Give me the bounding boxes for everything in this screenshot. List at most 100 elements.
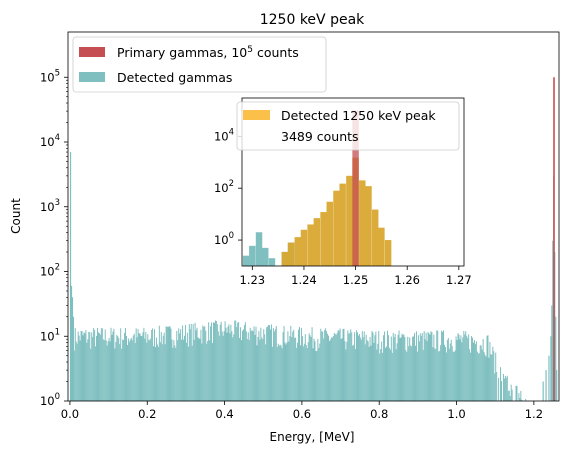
detected-gamma-bar <box>552 240 554 401</box>
detected-gamma-bar <box>223 331 225 401</box>
detected-gamma-bar <box>294 337 296 401</box>
detected-gamma-bar <box>138 333 140 401</box>
detected-gamma-bar <box>203 326 205 401</box>
detected-gamma-bar <box>473 340 475 401</box>
detected-gamma-bar <box>204 326 206 401</box>
detected-gamma-bar <box>471 336 473 401</box>
detected-gamma-bar <box>410 345 412 401</box>
detected-gamma-bar <box>381 341 383 401</box>
detected-gamma-bar <box>365 334 367 401</box>
inset-peak-bar <box>294 237 301 266</box>
detected-gamma-bar <box>422 349 424 401</box>
detected-gamma-bar <box>378 331 380 401</box>
detected-gamma-bar <box>161 344 163 401</box>
detected-gamma-bar <box>366 340 368 401</box>
x-tick-label: 0.6 <box>293 407 311 421</box>
detected-gamma-bar <box>480 345 482 401</box>
detected-gamma-bar <box>417 335 419 401</box>
detected-gamma-bar <box>507 390 509 401</box>
detected-gamma-bar <box>277 343 279 401</box>
detected-gamma-bar <box>494 373 496 401</box>
detected-gamma-bar <box>96 328 98 401</box>
detected-gamma-bar <box>505 377 507 401</box>
detected-gamma-bar <box>442 331 444 401</box>
detected-gamma-bar <box>206 343 208 401</box>
detected-gamma-bar <box>205 330 207 401</box>
detected-gamma-bar <box>234 320 236 401</box>
detected-gamma-bar <box>510 384 512 401</box>
inset-y-tick-label: 102 <box>214 179 234 195</box>
detected-gamma-bar <box>77 331 79 401</box>
detected-gamma-bar <box>75 341 77 401</box>
y-tick-label: 101 <box>40 327 60 343</box>
detected-gamma-bar <box>465 331 467 401</box>
detected-gamma-bar <box>324 330 326 401</box>
inset-peak-bar <box>333 190 340 266</box>
detected-gamma-bar <box>113 328 115 401</box>
detected-gamma-bar <box>271 346 273 401</box>
y-tick-label: 100 <box>40 392 60 408</box>
detected-gamma-bar <box>503 378 505 401</box>
detected-gamma-bar <box>310 337 312 401</box>
detected-gamma-bar <box>450 339 452 401</box>
detected-gamma-bar <box>243 325 245 401</box>
detected-gamma-bar <box>346 341 348 401</box>
detected-gamma-bar <box>186 332 188 401</box>
detected-gamma-bar <box>329 339 331 401</box>
detected-gamma-bar <box>429 334 431 401</box>
detected-gamma-bar <box>487 335 489 401</box>
detected-gamma-bar <box>268 324 270 401</box>
detected-gamma-bar <box>166 326 168 401</box>
detected-gamma-bar <box>308 333 310 401</box>
x-axis-label: Energy, [MeV] <box>270 430 355 444</box>
detected-gamma-bar <box>327 335 329 401</box>
x-tick-label: 0.4 <box>215 407 233 421</box>
detected-gamma-bar <box>345 349 347 401</box>
detected-gamma-bar <box>387 335 389 401</box>
detected-gamma-bar <box>112 331 114 401</box>
detected-gamma-bar <box>431 332 433 401</box>
detected-gamma-bar <box>441 330 443 401</box>
detected-gamma-bar <box>500 367 502 401</box>
detected-gamma-bar <box>81 331 83 401</box>
detected-gamma-bar <box>427 331 429 401</box>
detected-gamma-bar <box>319 343 321 401</box>
detected-gamma-bar <box>121 348 123 401</box>
detected-gamma-bar <box>354 332 356 401</box>
detected-gamma-bar <box>454 350 456 401</box>
detected-gamma-bar <box>157 346 159 401</box>
main-legend: Primary gammas, 105 counts Detected gamm… <box>72 36 327 93</box>
detected-gamma-bar <box>228 324 230 401</box>
detected-gamma-bar <box>518 393 520 401</box>
detected-gamma-bar <box>395 349 397 401</box>
detected-gamma-bar <box>392 332 394 401</box>
inset-detected-bar <box>249 245 256 266</box>
detected-gamma-bar <box>490 354 492 401</box>
detected-gamma-bar <box>221 331 223 401</box>
detected-gamma-bar <box>198 338 200 401</box>
detected-gamma-bar <box>492 346 494 401</box>
detected-gamma-bar <box>172 347 174 401</box>
detected-gamma-bar <box>126 345 128 401</box>
detected-gamma-bar <box>445 352 447 401</box>
detected-gamma-bar <box>511 389 513 401</box>
detected-gamma-bar <box>446 339 448 401</box>
detected-gamma-bar <box>336 332 338 401</box>
detected-gamma-bar <box>483 352 485 401</box>
detected-gamma-bar <box>468 334 470 401</box>
detected-gamma-bar <box>280 345 282 401</box>
detected-gamma-bar <box>556 370 558 401</box>
detected-gamma-bar <box>225 327 227 401</box>
detected-gamma-bar <box>84 333 86 401</box>
detected-gamma-bar <box>242 329 244 401</box>
detected-gamma-bar <box>185 342 187 401</box>
detected-gamma-bar <box>237 322 239 401</box>
detected-gamma-bar <box>137 329 139 401</box>
inset-detected-bar <box>268 258 276 266</box>
inset-peak-bar <box>359 180 366 266</box>
inset-peak-bar <box>346 175 353 266</box>
inset-x-tick-label: 1.26 <box>394 273 420 287</box>
detected-gamma-bar <box>291 337 293 401</box>
detected-gamma-bar <box>437 330 439 401</box>
detected-gamma-bar <box>311 327 313 401</box>
